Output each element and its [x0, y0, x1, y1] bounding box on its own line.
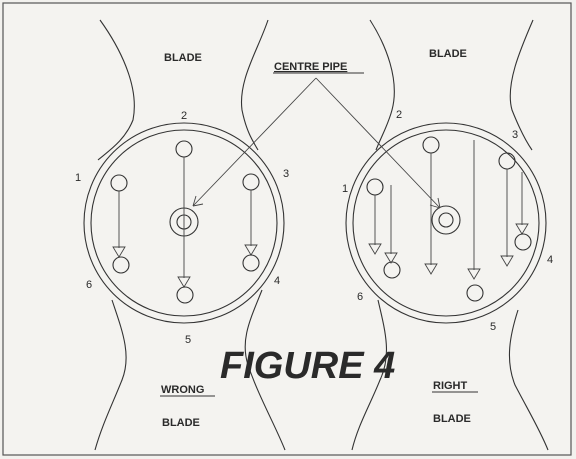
page-border — [2, 2, 572, 456]
blade-label-bottom-right: BLADE — [433, 413, 471, 425]
centre-pipe-pointer-right — [315, 77, 441, 209]
left-number-6: 6 — [86, 279, 92, 291]
right-number-6: 6 — [357, 291, 363, 303]
left-blade-right-edge — [240, 19, 269, 151]
right-number-2: 2 — [396, 109, 402, 121]
right-blade-lower-left-edge — [351, 299, 388, 451]
right-port-b-bottom — [383, 261, 401, 279]
right-number-5: 5 — [490, 321, 496, 333]
right-arrowhead-d — [467, 268, 481, 280]
centre-pipe-pointer-left — [192, 77, 317, 207]
blade-label-top-left: BLADE — [164, 52, 202, 64]
left-arrowhead-3 — [244, 244, 258, 256]
left-number-1: 1 — [75, 172, 81, 184]
centre-pipe-arrowhead-left — [192, 195, 204, 207]
left-port-5-bottom — [176, 286, 194, 304]
left-arrowhead-1 — [112, 246, 126, 258]
left-number-5: 5 — [185, 334, 191, 346]
wrong-label: WRONG — [161, 384, 204, 396]
right-number-4: 4 — [547, 254, 553, 266]
right-centre-pipe-inner — [438, 212, 454, 228]
left-number-2: 2 — [181, 110, 187, 122]
blade-label-bottom-left: BLADE — [162, 417, 200, 429]
blade-label-top-right: BLADE — [429, 48, 467, 60]
left-blade-lower-right-edge — [244, 289, 286, 451]
right-hub-inner-ring — [352, 129, 540, 317]
right-blade-right-edge — [509, 19, 534, 151]
right-port-d-bottom — [466, 284, 484, 302]
right-port-f-bottom — [514, 233, 532, 251]
left-hub-inner-ring — [90, 129, 278, 317]
right-arrowhead-b — [384, 252, 398, 264]
left-port-4-bottom — [242, 254, 260, 272]
right-arrowhead-e — [500, 255, 514, 267]
left-blade-lower-left-edge — [94, 299, 127, 451]
right-hub-outer-ring — [345, 122, 547, 324]
right-number-1: 1 — [342, 183, 348, 195]
right-blade-left-edge — [369, 19, 395, 151]
left-number-3: 3 — [283, 168, 289, 180]
right-arrowhead-a — [368, 243, 382, 255]
centre-pipe-label: CENTRE PIPE — [274, 61, 347, 73]
right-number-3: 3 — [512, 129, 518, 141]
centre-pipe-arrowhead-right — [429, 197, 441, 209]
right-centre-pipe-outer — [431, 205, 461, 235]
right-blade-lower-right-edge — [508, 309, 549, 451]
left-number-4: 4 — [274, 275, 280, 287]
left-blade-left-edge — [97, 19, 135, 161]
left-arrowhead-2 — [177, 276, 191, 288]
figure-title: FIGURE 4 — [220, 345, 395, 387]
right-arrowhead-c — [424, 263, 438, 275]
left-port-6-bottom — [112, 256, 130, 274]
right-label: RIGHT — [433, 380, 468, 392]
right-arrowhead-f — [515, 223, 529, 235]
left-hub-outer-ring — [83, 122, 285, 324]
